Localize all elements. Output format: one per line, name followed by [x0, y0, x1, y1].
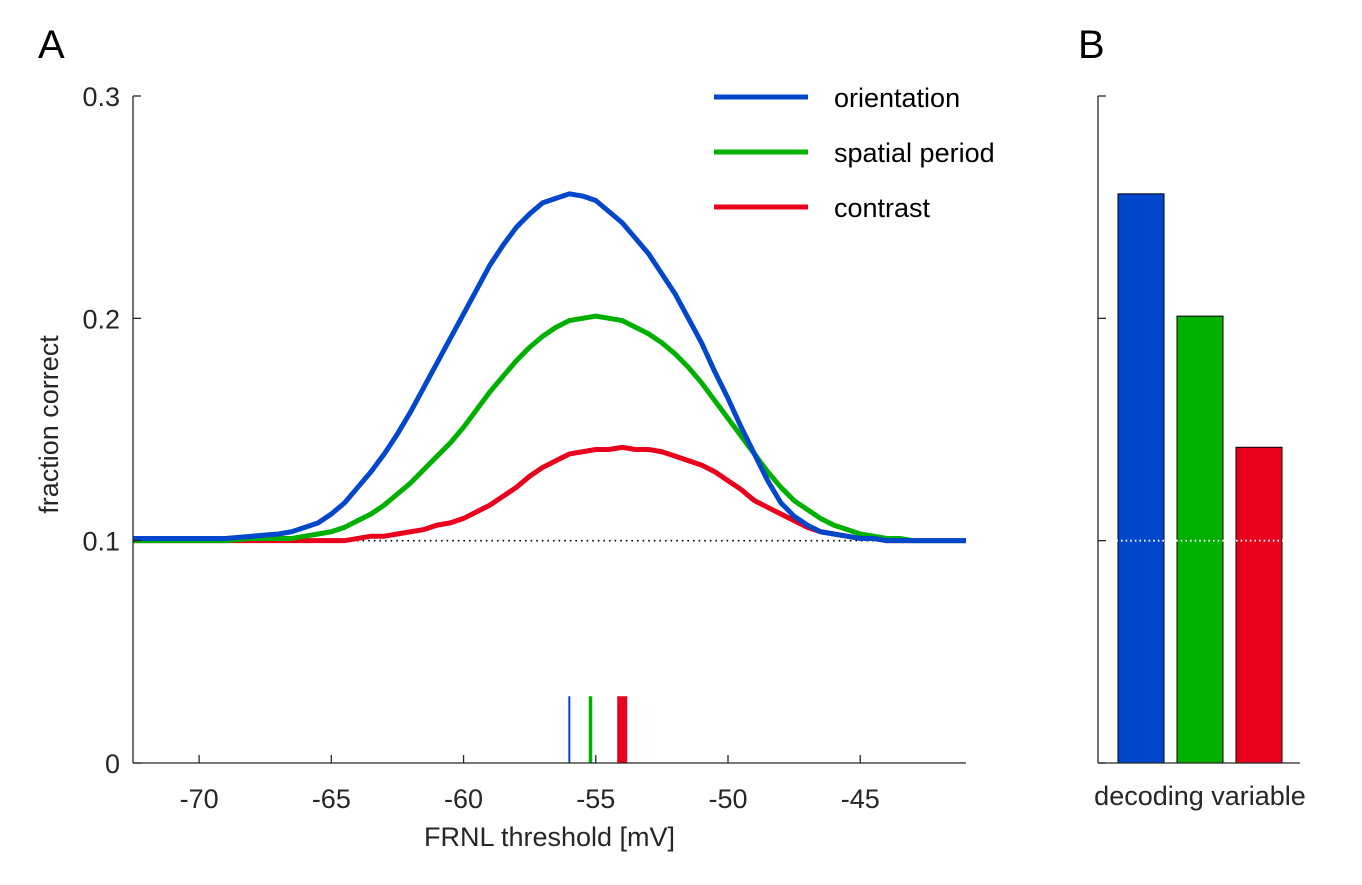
- legend: orientation spatial period contrast: [714, 83, 995, 223]
- y-axis-ticks: 0 0.1 0.2 0.3: [82, 82, 141, 779]
- y-tick-label: 0: [105, 749, 120, 779]
- bar-contrast: [1235, 446, 1283, 764]
- panel-b-bar-chart: decoding variable: [1094, 95, 1306, 811]
- legend-entry-spatial-period: spatial period: [714, 138, 995, 168]
- x-tick-label: -70: [180, 784, 219, 814]
- x-tick-label: -65: [312, 784, 351, 814]
- bar-spatial-period: [1176, 315, 1224, 764]
- x-tick-label: -55: [576, 784, 615, 814]
- y-axis-label: fraction correct: [34, 335, 64, 514]
- legend-entry-orientation: orientation: [714, 83, 960, 113]
- x-axis-label: decoding variable: [1094, 781, 1306, 811]
- legend-entry-contrast: contrast: [714, 193, 931, 223]
- y-tick-label: 0.1: [82, 527, 120, 557]
- bar-orientation: [1117, 193, 1165, 764]
- y-tick-label: 0.2: [82, 304, 120, 334]
- legend-label: contrast: [834, 193, 931, 223]
- series-line-spatial-period: [133, 313, 966, 544]
- panel-a-label: A: [38, 23, 65, 67]
- line-series-group: [133, 191, 966, 544]
- bar-group: [1117, 193, 1283, 764]
- x-axis-ticks: -70 -65 -60 -55 -50 -45: [180, 755, 880, 814]
- y-tick-label: 0.3: [82, 82, 120, 112]
- peak-marker-group: [568, 696, 628, 763]
- x-tick-label: -50: [708, 784, 747, 814]
- x-tick-label: -60: [444, 784, 483, 814]
- series-line-orientation: [133, 191, 966, 544]
- x-axis-label: FRNL threshold [mV]: [424, 822, 675, 852]
- panel-a-line-chart: -70 -65 -60 -55 -50 -45 0 0.1 0.2 0.3 FRNL thres…: [34, 82, 995, 852]
- x-tick-label: -45: [841, 784, 880, 814]
- panel-b-label: B: [1078, 23, 1105, 67]
- legend-label: orientation: [834, 83, 960, 113]
- panel-b-axes: [1097, 95, 1300, 764]
- legend-label: spatial period: [834, 138, 995, 168]
- panel-a-axes: [132, 96, 966, 764]
